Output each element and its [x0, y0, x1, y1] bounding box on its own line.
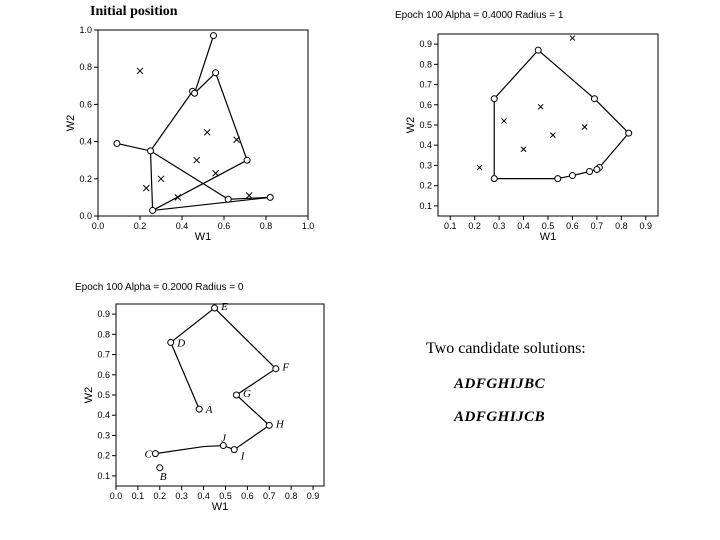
- svg-text:0.0: 0.0: [110, 491, 123, 501]
- svg-text:0.5: 0.5: [219, 491, 232, 501]
- svg-text:0.6: 0.6: [218, 221, 231, 231]
- svg-text:G: G: [243, 388, 251, 400]
- svg-text:0.8: 0.8: [79, 62, 92, 72]
- svg-text:C: C: [144, 449, 152, 461]
- svg-text:0.5: 0.5: [97, 390, 110, 400]
- chart-svg: 0.1 0.2 0.3 0.4 0.5 0.6 0.7 0.8 0.9 0.1 0.2 0.3 0.4 0…: [404, 28, 664, 244]
- solutions-heading: Two candidate solutions:: [426, 340, 586, 358]
- svg-text:0.3: 0.3: [493, 221, 506, 231]
- svg-text:1.0: 1.0: [302, 221, 314, 231]
- svg-text:0.6: 0.6: [241, 491, 254, 501]
- svg-text:0.9: 0.9: [419, 39, 432, 49]
- svg-text:0.6: 0.6: [79, 99, 92, 109]
- plot2-subtitle: Epoch 100 Alpha = 0.4000 Radius = 1: [395, 10, 563, 21]
- plot2: 0.1 0.2 0.3 0.4 0.5 0.6 0.7 0.8 0.9 0.1 0.2 0.3 0.4 0…: [404, 28, 664, 244]
- svg-text:0.8: 0.8: [285, 491, 298, 501]
- svg-text:0.1: 0.1: [132, 491, 145, 501]
- svg-text:0.5: 0.5: [419, 120, 432, 130]
- svg-text:0.9: 0.9: [640, 221, 653, 231]
- svg-text:0.7: 0.7: [263, 491, 276, 501]
- svg-text:0.1: 0.1: [444, 221, 457, 231]
- chart-svg: 0.0 0.2 0.4 0.6 0.8 1.0 0.0 0.2 0.4 0.6 0.8 1.0 W2 W1: [64, 24, 314, 244]
- svg-text:I: I: [240, 451, 246, 463]
- svg-text:J: J: [221, 432, 227, 444]
- chart-svg: 0.00.10.20.30.40.50.60.70.80.90.10.20.30…: [82, 298, 330, 514]
- plot1-title: Initial position: [90, 4, 178, 20]
- svg-text:D: D: [176, 337, 185, 349]
- svg-text:0.4: 0.4: [197, 491, 210, 501]
- svg-text:W1: W1: [212, 501, 229, 513]
- svg-text:0.9: 0.9: [97, 309, 110, 319]
- svg-text:0.4: 0.4: [419, 140, 432, 150]
- svg-text:1.0: 1.0: [79, 25, 92, 35]
- svg-text:E: E: [220, 301, 228, 313]
- svg-text:0.0: 0.0: [92, 221, 105, 231]
- svg-text:W1: W1: [195, 231, 212, 243]
- svg-text:H: H: [275, 418, 285, 430]
- svg-text:0.0: 0.0: [79, 211, 92, 221]
- svg-text:W2: W2: [65, 115, 77, 132]
- svg-text:0.1: 0.1: [97, 471, 110, 481]
- svg-text:0.8: 0.8: [419, 59, 432, 69]
- solution-candidate-2: ADFGHIJCB: [454, 409, 586, 426]
- svg-text:0.4: 0.4: [517, 221, 530, 231]
- svg-text:A: A: [205, 404, 213, 416]
- svg-text:0.4: 0.4: [79, 137, 92, 147]
- svg-text:0.9: 0.9: [307, 491, 320, 501]
- plot1: 0.0 0.2 0.4 0.6 0.8 1.0 0.0 0.2 0.4 0.6 0.8 1.0 W2 W1: [64, 24, 314, 244]
- svg-text:0.1: 0.1: [419, 201, 432, 211]
- svg-text:0.4: 0.4: [97, 410, 110, 420]
- svg-text:0.8: 0.8: [97, 329, 110, 339]
- plot3-subtitle: Epoch 100 Alpha = 0.2000 Radius = 0: [75, 282, 243, 293]
- svg-text:0.6: 0.6: [97, 370, 110, 380]
- svg-text:0.7: 0.7: [97, 350, 110, 360]
- svg-text:W2: W2: [83, 387, 95, 404]
- svg-text:0.2: 0.2: [468, 221, 481, 231]
- svg-text:0.2: 0.2: [154, 491, 167, 501]
- plot3: 0.00.10.20.30.40.50.60.70.80.90.10.20.30…: [82, 298, 330, 514]
- svg-text:0.2: 0.2: [134, 221, 147, 231]
- svg-text:0.5: 0.5: [542, 221, 555, 231]
- svg-text:0.6: 0.6: [566, 221, 579, 231]
- svg-text:0.7: 0.7: [591, 221, 604, 231]
- svg-text:0.8: 0.8: [615, 221, 628, 231]
- svg-text:0.2: 0.2: [97, 451, 110, 461]
- svg-text:0.7: 0.7: [419, 80, 432, 90]
- svg-text:0.8: 0.8: [260, 221, 273, 231]
- svg-text:0.3: 0.3: [419, 160, 432, 170]
- svg-text:0.6: 0.6: [419, 100, 432, 110]
- page: Initial position 0.00.20.40.60.81.00.00.…: [0, 0, 720, 540]
- svg-text:0.3: 0.3: [97, 430, 110, 440]
- svg-text:0.4: 0.4: [176, 221, 189, 231]
- svg-text:0.2: 0.2: [79, 174, 92, 184]
- svg-text:F: F: [281, 362, 289, 374]
- solution-candidate-1: ADFGHIJBC: [454, 376, 586, 393]
- svg-text:W1: W1: [540, 231, 557, 243]
- svg-text:0.2: 0.2: [419, 181, 432, 191]
- svg-text:B: B: [160, 471, 167, 483]
- svg-text:0.3: 0.3: [175, 491, 188, 501]
- solutions-block: Two candidate solutions: ADFGHIJBC ADFGH…: [426, 340, 586, 442]
- svg-text:W2: W2: [405, 117, 417, 134]
